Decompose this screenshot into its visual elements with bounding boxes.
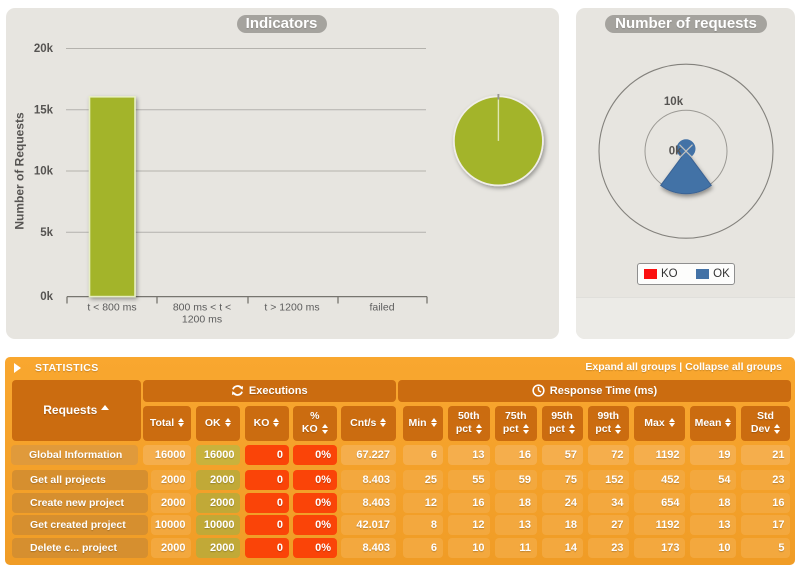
svg-text:15k: 15k	[34, 104, 54, 116]
svg-text:10k: 10k	[664, 96, 684, 108]
svg-text:0k: 0k	[40, 291, 53, 303]
svg-text:t < 800 ms: t < 800 ms	[87, 302, 136, 314]
svg-text:800 ms < t <: 800 ms < t <	[173, 302, 231, 314]
svg-text:0k: 0k	[669, 146, 682, 158]
svg-text:10k: 10k	[34, 166, 54, 178]
svg-text:Number of Requests: Number of Requests	[13, 112, 27, 230]
svg-text:1200 ms: 1200 ms	[182, 314, 222, 326]
svg-text:5k: 5k	[40, 227, 53, 239]
svg-text:failed: failed	[369, 302, 394, 314]
svg-text:t > 1200 ms: t > 1200 ms	[264, 302, 319, 314]
svg-text:20k: 20k	[34, 43, 54, 55]
